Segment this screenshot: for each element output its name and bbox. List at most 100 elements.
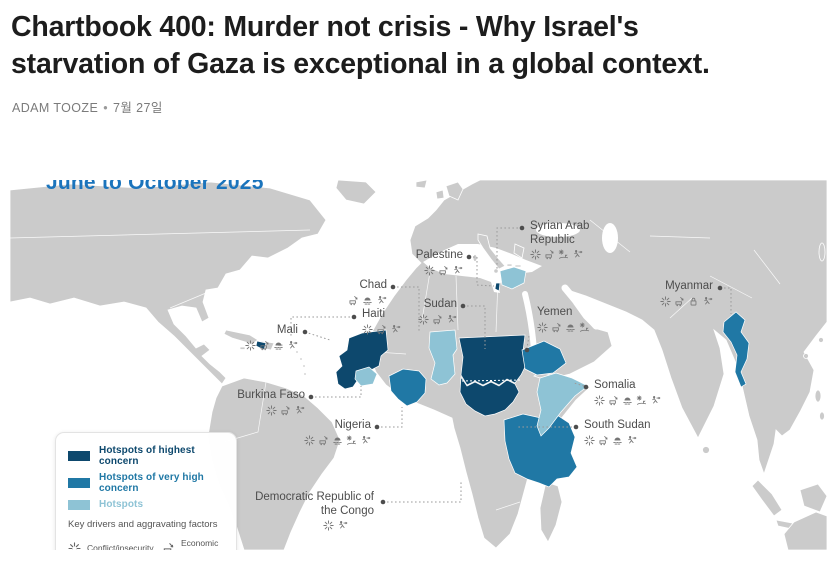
economic-shocks-icon — [318, 435, 329, 446]
sicily — [493, 268, 499, 274]
lock-icon — [688, 296, 699, 307]
japan — [818, 242, 826, 262]
country-name: Burkina Faso — [237, 389, 305, 401]
persian-gulf — [561, 284, 600, 330]
economic-shocks-icon — [674, 296, 685, 307]
conflict-icon — [594, 395, 605, 406]
driver-icons — [537, 322, 590, 333]
conflict-icon — [660, 296, 671, 307]
legend-driver-label: Conflict/insecurity — [87, 543, 154, 550]
driver-icons — [530, 249, 600, 260]
borneo — [799, 483, 827, 513]
economic-shocks-icon — [280, 405, 291, 416]
map-label-nigeria: Nigeria — [304, 419, 371, 446]
country-name: Mali — [276, 324, 298, 336]
country-name: Myanmar — [665, 280, 713, 292]
economic-shocks-icon — [432, 314, 443, 325]
hunger-hotspots-map[interactable]: June to October 2025 — [10, 180, 827, 550]
legend-tier-label: Hotspots — [99, 499, 144, 510]
country-syria — [499, 266, 527, 290]
displacement-icon — [390, 324, 401, 335]
country-name: Somalia — [594, 379, 636, 391]
article-title: Chartbook 400: Murder not crisis - Why I… — [11, 11, 710, 81]
madagascar — [539, 481, 563, 543]
displacement-icon — [337, 520, 348, 531]
economic-shocks-icon — [259, 340, 270, 351]
map-label-myanmar: Myanmar — [660, 280, 713, 307]
conflict-icon — [266, 405, 277, 416]
country-burkina-faso — [354, 366, 378, 387]
map-label-chad: Chad — [348, 279, 387, 306]
cuba — [223, 329, 259, 345]
philippines — [814, 389, 822, 403]
sudan-divider — [461, 379, 522, 382]
country-shapes — [255, 266, 750, 488]
displacement-icon — [572, 249, 583, 260]
driver-icons — [660, 296, 713, 307]
ireland — [435, 189, 445, 200]
publish-date: 7월 27일 — [112, 101, 163, 116]
author-name[interactable]: ADAM TOOZE — [12, 101, 99, 116]
legend-driver-conflict: Conflict/insecurity — [68, 538, 160, 550]
displacement-icon — [650, 395, 661, 406]
economic-shocks-icon — [438, 265, 449, 276]
article-header: Chartbook 400: Murder not crisis - Why I… — [0, 0, 837, 116]
country-chad — [428, 329, 458, 386]
greenland — [335, 180, 377, 205]
displacement-icon — [702, 296, 713, 307]
driver-icons — [362, 324, 401, 335]
taiwan — [818, 337, 824, 343]
flood-icon — [622, 395, 633, 406]
economic-shocks-icon — [544, 249, 555, 260]
country-somalia — [536, 372, 589, 437]
economic-shocks-icon — [162, 542, 175, 551]
map-label-yemen: Yemen — [537, 306, 590, 333]
united-kingdom — [445, 181, 464, 201]
map-label-south-sudan: South Sudan — [584, 419, 651, 446]
driver-icons — [584, 435, 651, 446]
driver-icons — [416, 265, 463, 276]
map-label-sudan: Sudan — [418, 298, 457, 325]
driver-icons — [246, 520, 374, 531]
crete — [514, 264, 522, 268]
economic-shocks-icon — [376, 324, 387, 335]
map-period-title: June to October 2025 — [46, 180, 264, 194]
conflict-icon — [418, 314, 429, 325]
economic-shocks-icon — [551, 322, 562, 333]
displacement-icon — [446, 314, 457, 325]
driver-icons — [237, 405, 305, 416]
legend-tier-label: Hotspots of very high concern — [99, 472, 204, 494]
displacement-icon — [360, 435, 371, 446]
country-name: Sudan — [423, 298, 457, 310]
conflict-icon — [530, 249, 541, 260]
mediterranean-sea — [423, 244, 542, 293]
country-name: Syrian Arab Republic — [530, 220, 590, 246]
displacement-icon — [294, 405, 305, 416]
black-sea — [536, 223, 580, 237]
country-yemen — [521, 340, 567, 376]
conflict-icon — [245, 340, 256, 351]
economic-shocks-icon — [598, 435, 609, 446]
conflict-icon — [304, 435, 315, 446]
conflict-icon — [424, 265, 435, 276]
cyprus — [506, 263, 513, 267]
country-south-sudan — [459, 375, 520, 417]
driver-icons — [348, 295, 387, 306]
flood-icon — [612, 435, 623, 446]
dry-conditions-icon — [346, 435, 357, 446]
south-europe — [472, 233, 525, 274]
map-label-democratic-republic-of-the-congo: Democratic Republic of the Congo — [246, 491, 374, 531]
conflict-icon — [323, 520, 334, 531]
dry-conditions-icon — [636, 395, 647, 406]
world-map — [10, 180, 827, 550]
hainan — [803, 353, 809, 359]
dry-conditions-icon — [579, 322, 590, 333]
dry-conditions-icon — [558, 249, 569, 260]
country-name: Palestine — [415, 249, 463, 261]
conflict-icon — [68, 542, 81, 551]
country-nigeria — [388, 368, 427, 407]
legend-tier-row: Hotspots of highest concern — [68, 445, 224, 467]
sri-lanka — [702, 446, 710, 454]
legend-tier-label: Hotspots of highest concern — [99, 445, 195, 467]
